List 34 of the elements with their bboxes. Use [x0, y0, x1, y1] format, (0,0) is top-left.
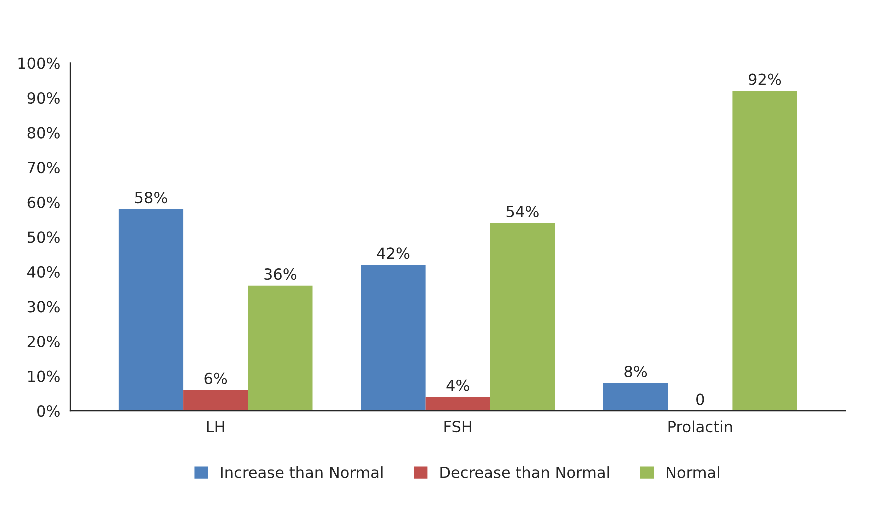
y-tick-label: 80%: [28, 127, 60, 139]
data-label: 54%: [506, 206, 539, 218]
y-tick-label: 20%: [28, 336, 60, 348]
y-tick-label: 10%: [28, 370, 60, 382]
y-tick-label: 30%: [28, 301, 60, 313]
legend-label: Normal: [667, 466, 720, 478]
data-label: 4%: [446, 380, 470, 392]
x-tick-label: LH: [207, 421, 224, 432]
data-label: 6%: [204, 372, 228, 384]
x-tick-label: Prolactin: [668, 420, 732, 433]
bar: [361, 264, 426, 412]
y-tick-label: 40%: [28, 266, 60, 278]
data-label: 36%: [264, 268, 297, 280]
bar: [490, 223, 556, 412]
bar: [426, 397, 490, 412]
bar: [248, 286, 313, 412]
legend-label: Decrease than Normal: [440, 466, 610, 478]
bar: [118, 209, 184, 412]
bar: [184, 390, 248, 412]
data-label: 0: [696, 394, 704, 406]
y-tick-label: 50%: [28, 232, 60, 244]
y-tick-label: 100%: [18, 58, 60, 70]
legend-label: Increase than Normal: [221, 466, 383, 478]
y-tick-label: 90%: [28, 92, 60, 104]
y-tick-label: 0%: [38, 406, 60, 418]
data-label: 8%: [624, 366, 648, 378]
bar: [732, 91, 798, 412]
data-label: 92%: [748, 74, 782, 86]
data-label: 58%: [135, 192, 168, 204]
y-tick-label: 60%: [28, 196, 60, 208]
x-tick-label: FSH: [444, 421, 472, 433]
data-label: 42%: [377, 248, 410, 260]
bar: [603, 383, 668, 412]
y-tick-label: 70%: [28, 162, 60, 174]
